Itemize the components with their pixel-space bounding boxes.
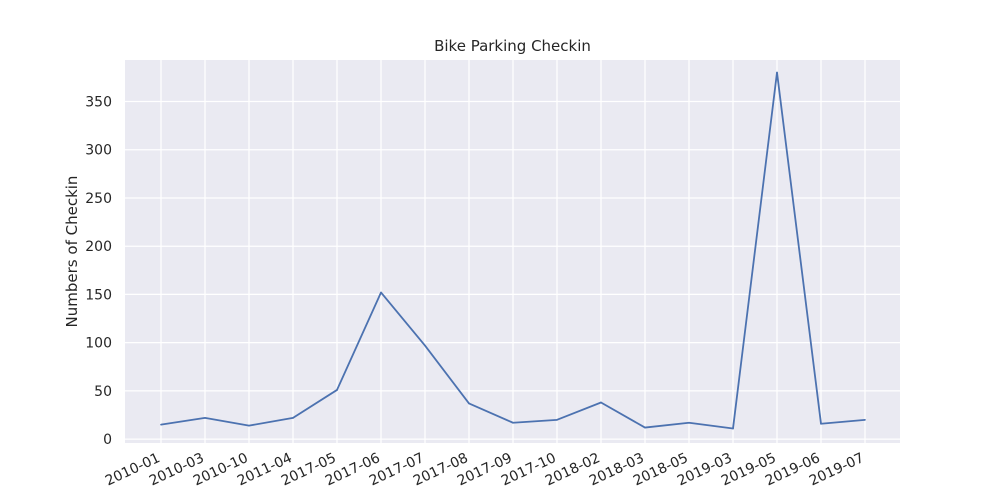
y-tick-label: 250	[85, 191, 112, 207]
y-tick-label: 200	[85, 239, 112, 255]
data-point	[820, 422, 822, 425]
grid-lines	[125, 60, 900, 443]
data-point	[776, 71, 778, 74]
y-tick-label: 300	[85, 143, 112, 159]
y-tick-label: 0	[103, 432, 112, 448]
y-axis-label: Numbers of Checkin	[63, 176, 81, 328]
data-point	[688, 421, 690, 424]
data-point	[468, 402, 470, 405]
x-tick-labels: 2010-012010-032010-102011-042017-052017-…	[103, 450, 867, 489]
data-point	[512, 421, 514, 424]
y-tick-labels: 0 50 100 150 200 250 300 350	[85, 94, 112, 448]
data-point	[292, 417, 294, 419]
data-point	[600, 401, 602, 404]
data-point	[160, 423, 162, 426]
y-tick-label: 150	[85, 287, 112, 303]
data-point	[336, 389, 338, 391]
data-point	[248, 424, 250, 427]
data-point	[644, 426, 646, 429]
y-tick-label: 350	[85, 94, 112, 110]
data-point	[864, 419, 866, 421]
y-tick-label: 50	[94, 384, 112, 400]
chart-title: Bike Parking Checkin	[434, 37, 591, 55]
series-layer	[160, 71, 866, 430]
data-point	[556, 419, 558, 421]
data-point	[424, 344, 426, 347]
y-tick-label: 100	[85, 336, 112, 352]
data-point	[204, 417, 206, 419]
data-point	[380, 291, 382, 294]
data-point	[732, 427, 734, 430]
